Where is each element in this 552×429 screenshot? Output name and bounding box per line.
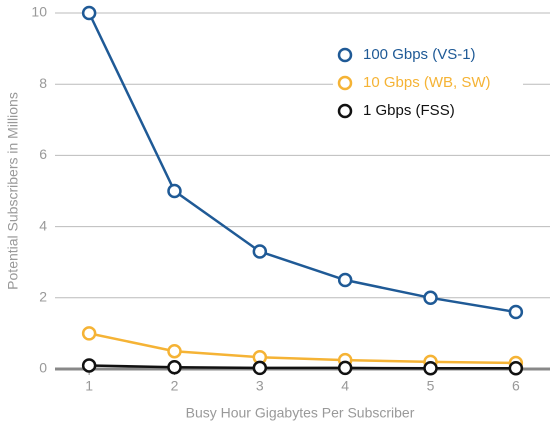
data-point <box>337 360 353 376</box>
y-tick-label: 0 <box>39 360 47 376</box>
y-tick-label: 4 <box>39 217 47 233</box>
data-point <box>423 290 438 306</box>
y-tick-label: 10 <box>31 4 47 20</box>
x-tick-label: 5 <box>427 378 435 394</box>
x-tick-label: 1 <box>85 378 93 394</box>
legend-box <box>333 41 523 125</box>
data-point <box>508 361 524 376</box>
y-axis-label: Potential Subscribers in Millions <box>5 92 21 290</box>
y-tick-label: 6 <box>39 146 47 162</box>
data-point <box>81 5 97 21</box>
data-point <box>252 244 268 259</box>
x-tick-label: 2 <box>171 378 179 394</box>
data-point <box>508 304 524 320</box>
data-point <box>167 343 182 359</box>
series-line <box>88 12 517 314</box>
legend-label: 1 Gbps (FSS) <box>363 102 455 119</box>
x-tick-label: 4 <box>341 378 349 394</box>
legend-label: 10 Gbps (WB, SW) <box>363 74 491 91</box>
data-point <box>167 359 182 375</box>
legend-marker <box>337 75 353 91</box>
x-tick-label: 6 <box>512 378 520 394</box>
legend-label: 100 Gbps (VS-1) <box>363 46 476 63</box>
data-point <box>337 272 353 288</box>
y-tick-label: 2 <box>39 289 47 305</box>
series-line <box>89 364 516 370</box>
x-axis-label: Busy Hour Gigabytes Per Subscriber <box>186 405 415 421</box>
series-line <box>88 332 516 365</box>
data-point <box>81 326 97 341</box>
data-point <box>81 358 97 373</box>
data-point <box>167 183 182 199</box>
y-tick-label: 8 <box>39 75 47 91</box>
data-point <box>423 361 438 376</box>
legend-marker <box>337 103 353 119</box>
legend-marker <box>337 47 353 63</box>
data-point <box>252 360 268 376</box>
x-tick-label: 3 <box>256 378 264 394</box>
